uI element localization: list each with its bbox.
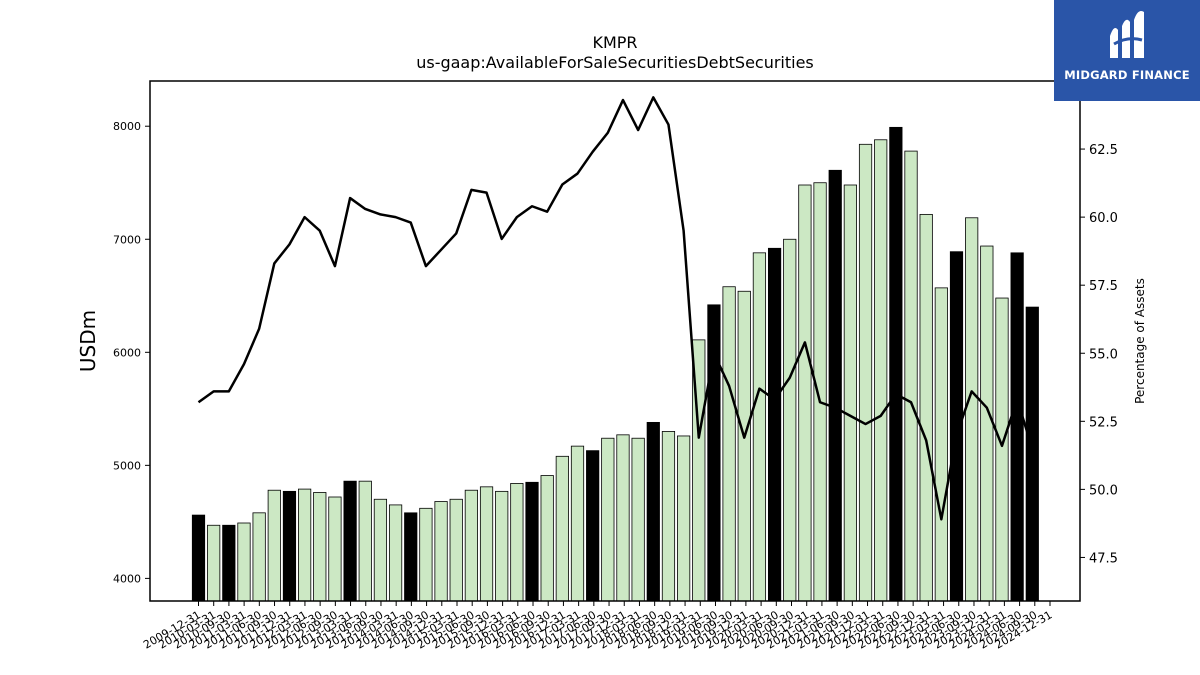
bar: [434, 501, 448, 602]
bar: [616, 434, 630, 602]
bar: [677, 435, 691, 602]
bar: [540, 475, 554, 602]
y2-axis-label: Percentage of Assets: [1133, 278, 1147, 404]
y-axis-label: USDm: [76, 310, 100, 372]
bar: [965, 217, 979, 602]
bar: [767, 247, 782, 602]
y2-tick-label: 57.5: [1089, 279, 1118, 294]
bar: [707, 304, 721, 602]
bar: [419, 507, 433, 602]
bar: [207, 524, 221, 602]
bar: [980, 245, 994, 602]
brand-logo: MIDGARD FINANCE: [1054, 0, 1200, 101]
bar: [570, 445, 585, 602]
bar: [267, 489, 281, 602]
bar: [252, 512, 266, 602]
bar: [479, 486, 494, 602]
brand-mark-icon: [1110, 11, 1144, 58]
bar: [995, 297, 1009, 602]
bar: [282, 490, 297, 602]
y2-tick-label: 52.5: [1089, 415, 1118, 430]
bar: [874, 139, 888, 602]
bar: [828, 169, 842, 602]
bar: [889, 126, 903, 602]
y2-tick-label: 60.0: [1089, 211, 1118, 226]
bar: [237, 522, 251, 602]
bar: [934, 287, 948, 602]
bar: [586, 450, 600, 602]
bar: [919, 213, 933, 602]
bar: [388, 504, 403, 602]
bar: [722, 286, 736, 602]
y-tick-label: 4000: [113, 572, 141, 585]
bar: [601, 437, 615, 602]
bar: [661, 431, 676, 602]
bar: [510, 483, 524, 602]
bar: [555, 455, 569, 602]
y-tick-label: 6000: [113, 346, 141, 359]
bar: [1010, 252, 1024, 602]
y-tick-label: 5000: [113, 459, 141, 472]
bar: [328, 496, 342, 602]
chart-title: KMPR: [592, 33, 637, 52]
y-axis-right: 47.5 50.0 52.5 55.0 57.5 60.0 62.5: [1080, 143, 1118, 566]
bar: [343, 480, 357, 602]
percentage-line: [197, 96, 1034, 521]
bar: [798, 184, 812, 602]
bar: [222, 524, 236, 602]
y2-tick-label: 50.0: [1089, 483, 1118, 498]
bar: [298, 488, 312, 602]
x-axis: 2009-12-312010-03-312010-09-302011-03-31…: [141, 601, 1055, 652]
bar: [858, 143, 873, 602]
brand-logo-text: MIDGARD FINANCE: [1064, 68, 1190, 82]
bar: [631, 437, 645, 602]
bar: [813, 182, 827, 602]
bar: [495, 490, 509, 602]
y2-tick-label: 47.5: [1089, 551, 1118, 566]
bar: [737, 290, 751, 602]
bar: [843, 184, 857, 602]
y2-tick-label: 62.5: [1089, 143, 1118, 158]
y-axis-left: 4000 5000 6000 7000 8000: [113, 120, 150, 585]
bar: [1025, 306, 1039, 602]
line-series: [197, 96, 1034, 521]
bar: [313, 492, 327, 602]
bar: [646, 421, 660, 602]
bar: [191, 514, 206, 602]
bar: [449, 498, 463, 602]
bar: [358, 480, 372, 602]
bar: [525, 481, 539, 602]
bar: [404, 512, 418, 602]
chart-subtitle: us-gaap:AvailableForSaleSecuritiesDebtSe…: [416, 53, 814, 72]
bar-series: [191, 126, 1039, 602]
plot-frame: [149, 80, 1081, 602]
bar: [904, 150, 918, 602]
y2-tick-label: 55.0: [1089, 347, 1118, 362]
bar: [373, 498, 388, 602]
bar: [949, 251, 964, 602]
y-tick-label: 7000: [113, 233, 141, 246]
bar: [752, 252, 767, 602]
bar: [464, 489, 478, 602]
bar: [783, 238, 797, 602]
y-tick-label: 8000: [113, 120, 141, 133]
